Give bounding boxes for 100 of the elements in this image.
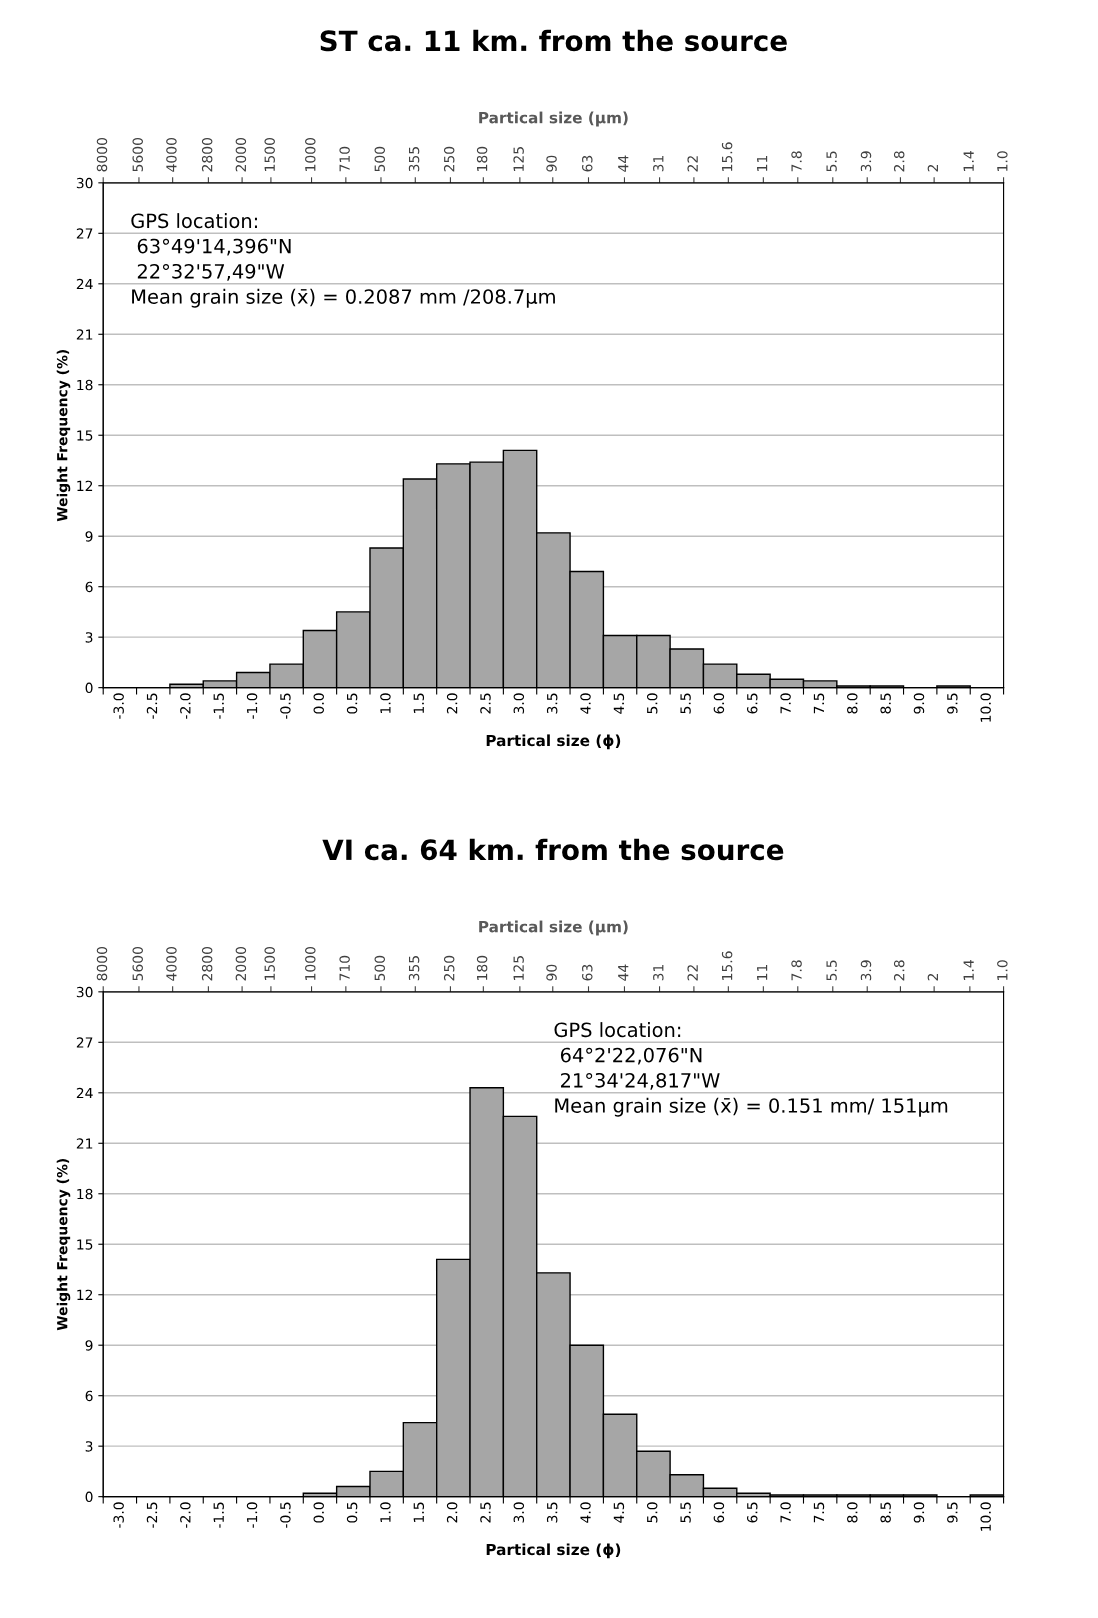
x-tick-label: 2.5	[480, 1502, 491, 1523]
y-tick-label: 24	[76, 278, 93, 290]
x2-tick-label: 22	[687, 965, 698, 981]
x-tick-label: 7.0	[780, 1502, 791, 1523]
x2-tick-label: 2	[927, 973, 938, 981]
chart-title: VI ca. 64 km. from the source	[322, 838, 784, 861]
x-tick-label: 8.0	[847, 1502, 858, 1523]
x2-tick-label: 90	[546, 964, 557, 981]
x2-tick-label: 1.0	[997, 151, 1008, 171]
y-tick-label: 0	[85, 1491, 93, 1503]
x-tick-label: 7.5	[813, 1502, 825, 1523]
x2-tick-label: 11	[757, 156, 768, 171]
x2-tick-label: 2000	[235, 946, 247, 981]
x-tick-label: 9.0	[913, 693, 925, 714]
x2-tick-label: 7.8	[791, 151, 802, 172]
y-tick-label: 21	[76, 329, 93, 340]
x-tick-label: 10.0	[980, 1502, 991, 1531]
x2-tick-label: 5.5	[826, 960, 837, 981]
y-tick-label: 12	[77, 480, 93, 491]
x-tick-label: 1.0	[380, 1502, 391, 1522]
y-axis-title: Weight Frequency (%)	[56, 349, 71, 522]
x2-tick-label: 1500	[264, 137, 275, 171]
y-tick-label: 0	[85, 682, 93, 694]
annotation: GPS location:	[131, 213, 257, 229]
y-tick-label: 15	[77, 1239, 93, 1250]
x-tick-label: 4.5	[613, 693, 625, 714]
x-tick-label: 6.5	[747, 1502, 758, 1523]
x2-tick-label: 710	[339, 146, 350, 172]
x2-tick-label: 22	[687, 156, 698, 172]
x2-tick-label: 7.8	[791, 960, 802, 981]
x2-tick-label: 1500	[264, 946, 275, 980]
x-tick-label: 1.5	[413, 1502, 425, 1522]
x-tick-label: 3.0	[513, 1502, 525, 1523]
x-tick-label: 0.0	[313, 693, 324, 714]
x-axis-title: Partical size (ϕ)	[486, 734, 621, 750]
x2-tick-label: 11	[757, 965, 768, 980]
x-tick-label: -2.5	[146, 1502, 158, 1528]
x2-tick-label: 4000	[166, 946, 177, 981]
x2-tick-label: 180	[476, 955, 488, 980]
x-tick-label: -1.5	[213, 1502, 224, 1528]
x-tick-label: -3.0	[113, 693, 124, 719]
x-tick-label: 0.0	[313, 1502, 324, 1523]
x-tick-label: -3.0	[113, 1502, 124, 1528]
x2-axis-title: Partical size (µm)	[479, 111, 628, 127]
x2-axis-title: Partical size (µm)	[479, 920, 628, 936]
x2-tick-label: 15.6	[721, 142, 733, 171]
x-tick-label: 4.0	[580, 693, 591, 714]
x-tick-label: -1.0	[246, 1502, 258, 1528]
x-tick-label: 4.5	[613, 1502, 625, 1523]
x2-tick-label: 2800	[201, 946, 213, 981]
x2-tick-label: 3.9	[860, 960, 872, 981]
x-tick-label: 6.0	[713, 1502, 725, 1523]
x2-tick-label: 2.8	[893, 151, 905, 172]
x2-tick-label: 4000	[166, 137, 177, 172]
y-tick-label: 6	[85, 581, 93, 593]
annotation: Mean grain size (x̄) = 0.151 mm/ 151µm	[555, 1097, 948, 1117]
x2-tick-label: 1000	[305, 946, 316, 980]
x-tick-label: -1.5	[213, 693, 224, 719]
x2-tick-label: 3.9	[860, 151, 872, 172]
x2-tick-label: 5.5	[826, 151, 837, 172]
x-axis-title: Partical size (ϕ)	[486, 1543, 621, 1559]
x2-tick-label: 44	[618, 964, 629, 981]
x-tick-label: 3.5	[546, 1502, 558, 1523]
y-axis-title: Weight Frequency (%)	[56, 1158, 71, 1331]
y-tick-label: 27	[76, 228, 93, 239]
x2-tick-label: 8000	[96, 946, 108, 981]
x-tick-label: 6.0	[713, 693, 725, 714]
x2-tick-label: 5600	[132, 137, 143, 172]
x2-tick-label: 63	[582, 964, 593, 981]
x2-tick-label: 15.6	[721, 951, 733, 980]
x2-tick-label: 8000	[96, 137, 108, 172]
y-tick-label: 27	[76, 1037, 93, 1048]
x-tick-label: -2.0	[180, 1502, 191, 1528]
x-tick-label: 5.5	[680, 1502, 691, 1523]
annotation: 64°2'22,076"N	[560, 1047, 702, 1065]
x-tick-label: 2.0	[446, 693, 458, 714]
x2-tick-label: 250	[443, 955, 455, 981]
x-tick-label: 8.5	[880, 1502, 891, 1523]
x-tick-label: 0.5	[346, 693, 358, 714]
x-tick-label: 8.0	[847, 693, 858, 714]
x-tick-label: -2.0	[180, 693, 191, 719]
x2-tick-label: 5600	[132, 946, 143, 981]
x2-tick-label: 355	[408, 956, 420, 981]
x2-tick-label: 2.8	[893, 960, 905, 981]
x-tick-label: 10.0	[980, 693, 991, 722]
x-tick-label: -0.5	[280, 1502, 291, 1528]
x-tick-label: -0.5	[280, 693, 291, 719]
x2-tick-label: 500	[374, 955, 386, 981]
x2-tick-label: 44	[618, 155, 629, 172]
y-tick-label: 3	[85, 1441, 93, 1452]
x-tick-label: 7.0	[780, 693, 791, 714]
x2-tick-label: 1.4	[963, 151, 974, 171]
y-tick-label: 24	[76, 1087, 93, 1099]
x2-tick-label: 710	[339, 955, 350, 981]
y-tick-label: 9	[85, 1340, 93, 1351]
x-tick-label: 3.0	[513, 693, 525, 714]
x2-tick-label: 2000	[235, 137, 247, 172]
x2-tick-label: 1.4	[963, 960, 974, 980]
x-tick-label: 0.5	[346, 1502, 358, 1523]
x2-tick-label: 355	[408, 147, 420, 172]
